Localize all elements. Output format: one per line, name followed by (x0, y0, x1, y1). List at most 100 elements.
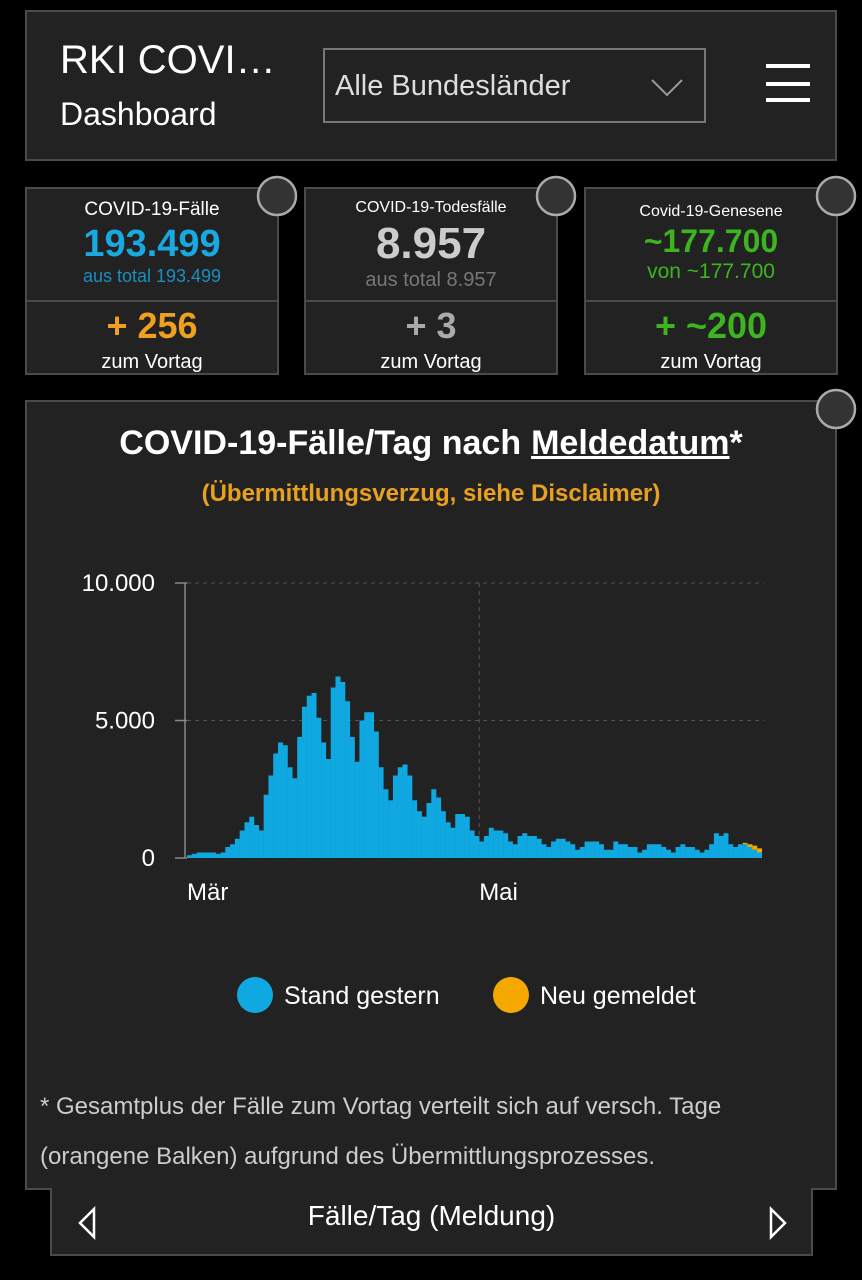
bar (325, 759, 331, 858)
bar (579, 847, 585, 858)
bar (493, 830, 499, 858)
bar (321, 742, 327, 858)
kpi-label: COVID-19-Todesfälle (355, 199, 507, 216)
bar (709, 844, 715, 858)
bar (340, 682, 346, 858)
bar (225, 847, 231, 858)
bar (474, 836, 480, 858)
bar (574, 849, 580, 858)
bar (527, 836, 533, 858)
kpi-card: COVID-19-Fälle 193.499 aus total 193.499… (25, 187, 279, 375)
legend-swatch (493, 977, 529, 1013)
chart-title-suffix: * (729, 424, 743, 462)
bar (632, 847, 638, 858)
chart-subtitle[interactable]: (Übermittlungsverzug, siehe Disclaimer) (201, 480, 661, 507)
bar (436, 797, 442, 858)
x-tick-label: Mai (479, 879, 518, 906)
bar (651, 844, 657, 858)
bar (230, 844, 236, 858)
bar (426, 803, 432, 858)
bar (618, 844, 624, 858)
bar (747, 844, 753, 847)
nav-next[interactable] (766, 1206, 790, 1240)
y-tick-label: 5.000 (95, 708, 155, 735)
bar (483, 836, 489, 858)
bar (488, 827, 494, 858)
menu-button[interactable] (764, 62, 812, 106)
kpi-change: + ~200 (654, 305, 768, 346)
bar (733, 847, 739, 858)
bar (503, 833, 509, 858)
bar (680, 844, 686, 858)
bar (613, 841, 619, 858)
bar (407, 775, 413, 858)
bar (416, 811, 422, 858)
bar (378, 767, 384, 858)
bar (584, 841, 590, 858)
bar (278, 742, 283, 858)
bar (728, 844, 734, 858)
bar (598, 844, 604, 858)
bar (694, 849, 700, 858)
kpi-change: + 3 (405, 305, 457, 346)
kpi-total: aus total 8.957 (365, 269, 497, 291)
bar (220, 852, 226, 858)
bar (263, 794, 269, 858)
bar (244, 822, 250, 858)
bar (397, 767, 403, 858)
bar (637, 852, 643, 858)
bar (301, 706, 307, 858)
bar (757, 848, 762, 853)
bar (460, 814, 466, 858)
bar (349, 737, 355, 858)
region-dropdown[interactable]: Alle Bundesländer (323, 48, 706, 123)
bar (282, 745, 288, 858)
y-tick-label: 0 (142, 845, 155, 872)
bar (685, 847, 691, 858)
bar (661, 847, 667, 858)
bar (402, 764, 408, 858)
app-title: RKI COVI… (60, 38, 276, 82)
legend-label: Neu gemeldet (540, 982, 696, 1010)
bar (541, 844, 547, 858)
bar (215, 853, 221, 858)
bar (335, 676, 341, 858)
kpi-change-label: zum Vortag (660, 351, 762, 373)
legend-label: Stand gestern (284, 982, 440, 1010)
bar (210, 852, 216, 858)
bar (642, 849, 648, 858)
bar (723, 833, 729, 858)
bar (388, 800, 394, 858)
bar (498, 830, 504, 858)
bar (191, 853, 197, 858)
kpi-change-label: zum Vortag (380, 351, 482, 373)
bar (464, 816, 470, 858)
bar (469, 830, 475, 858)
chart-title: COVID-19-Fälle/Tag nach Meldedatum* (27, 424, 835, 463)
bar (704, 849, 710, 858)
bar (656, 844, 662, 858)
kpi-total: von ~177.700 (647, 260, 775, 283)
bar (570, 844, 576, 858)
kpi-value: ~177.700 (643, 223, 779, 259)
bar (551, 841, 557, 858)
bar (364, 712, 370, 858)
bar (330, 687, 336, 858)
bottom-nav: Fälle/Tag (Meldung) (50, 1188, 813, 1256)
bar (196, 852, 202, 858)
bar (479, 841, 485, 858)
bar (752, 845, 758, 850)
bar (565, 841, 571, 858)
nav-prev[interactable] (76, 1206, 100, 1240)
bar (747, 847, 753, 858)
y-tick-label: 10.000 (82, 570, 155, 597)
bar (531, 836, 537, 858)
bar (234, 838, 240, 858)
chart-title-link[interactable]: Meldedatum (531, 424, 730, 462)
footnote: * Gesamtplus der Fälle zum Vortag vertei… (40, 1093, 722, 1170)
bar (517, 836, 523, 858)
bar (239, 830, 245, 858)
bar (297, 737, 303, 858)
bar (431, 789, 437, 858)
bar (306, 695, 312, 858)
